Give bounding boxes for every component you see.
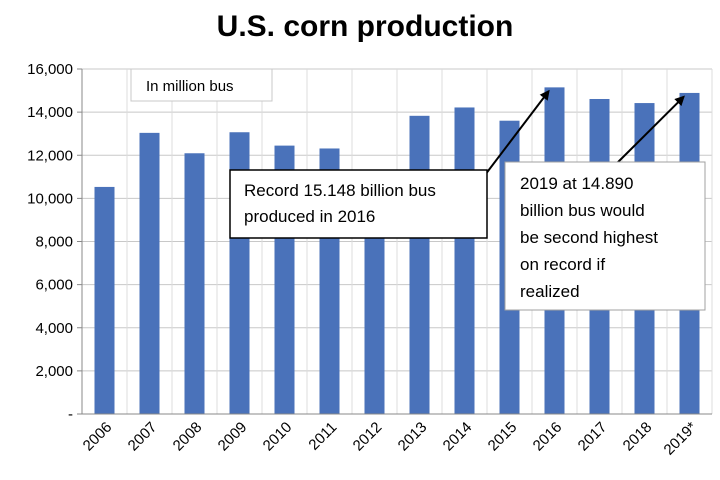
annotation-2016-line-1: Record 15.148 billion bus: [244, 181, 436, 200]
annotation-2016-line-2: produced in 2016: [244, 207, 375, 226]
bar-2006: [94, 186, 115, 414]
x-tick-label: 2018: [620, 419, 656, 455]
y-tick-label: 4,000: [35, 320, 73, 337]
x-tick-label: 2016: [530, 419, 566, 455]
annotation-2019-line-2: billion bus would: [520, 201, 645, 220]
x-tick-label: 2011: [305, 419, 340, 454]
y-axis: - 2,000 4,000 6,000 8,000 10,000 12,000 14,000 1…: [27, 61, 83, 423]
unit-label-box: [130, 68, 273, 102]
annotation-box-2016: [229, 169, 488, 239]
annotation-2019-line-5: realized: [520, 282, 580, 301]
annotation-2019: 2019 at 14.890 billion bus would be seco…: [504, 95, 706, 311]
unit-label: In million bus: [146, 78, 234, 95]
chart-title: U.S. corn production: [217, 10, 514, 43]
y-tick-label: 12,000: [27, 147, 73, 164]
x-tick-label: 2012: [350, 419, 386, 455]
x-tick-label: 2019*: [661, 419, 701, 459]
x-tick-label: 2010: [260, 419, 296, 455]
y-tick-label: 16,000: [27, 61, 73, 78]
bar-2012: [364, 182, 385, 414]
y-tick-label: 2,000: [35, 363, 73, 380]
bar-2008: [184, 153, 205, 415]
x-axis: 2006 2007 2008 2009 2010 2011 2012 2013 2014 2015…: [80, 413, 712, 459]
annotation-2019-line-4: on record if: [520, 255, 605, 274]
y-tick-label: 14,000: [27, 104, 73, 121]
x-tick-label: 2015: [485, 419, 521, 455]
bar-2014: [454, 107, 475, 414]
x-tick-label: 2014: [440, 419, 476, 455]
x-tick-label: 2006: [80, 419, 116, 455]
annotation-box-2019: [504, 161, 706, 311]
y-tick-label: 10,000: [27, 190, 73, 207]
annotation-2019-line-1: 2019 at 14.890: [520, 174, 633, 193]
bar-2013: [409, 115, 430, 414]
annotation-record-2016: Record 15.148 billion bus produced in 20…: [229, 89, 550, 239]
x-tick-label: 2007: [125, 419, 161, 455]
y-tick-label: -: [68, 406, 73, 423]
y-tick-label: 6,000: [35, 277, 73, 294]
annotation-2019-line-3: be second highest: [520, 228, 658, 247]
bar-2007: [139, 132, 160, 415]
y-tick-label: 8,000: [35, 234, 73, 251]
x-tick-label: 2013: [395, 419, 431, 455]
x-tick-label: 2009: [215, 419, 251, 455]
x-tick-label: 2017: [575, 419, 611, 455]
x-tick-label: 2008: [170, 419, 206, 455]
annotation-arrow-2016: [484, 89, 550, 176]
